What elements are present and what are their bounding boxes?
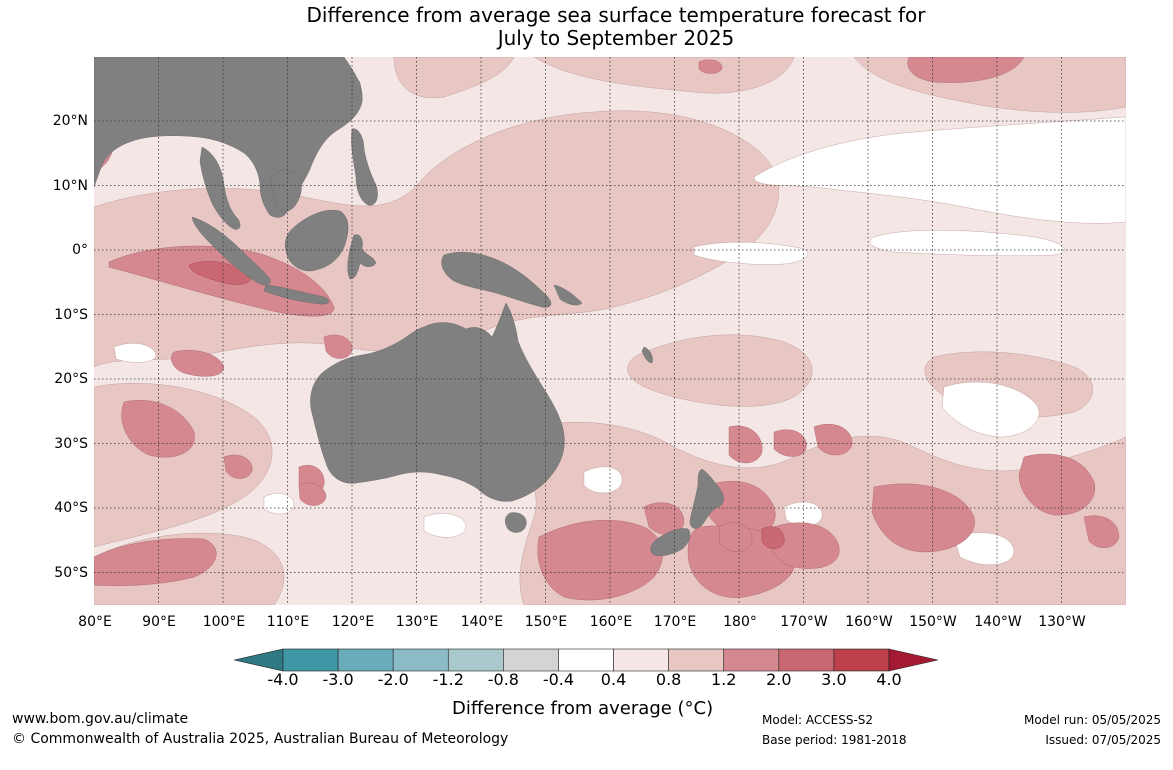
land-sulawesi [347,234,377,280]
colorbar-segment [833,648,890,672]
lat-label-30s: 30°S [54,436,88,452]
lat-label-20s: 20°S [54,371,88,387]
colorbar-segment [503,648,559,672]
lon-label-140e: 140°E [460,614,504,630]
lat-label-0: 0° [72,242,88,258]
map-title: Difference from average sea surface temp… [0,4,1173,50]
colorbar-segment [392,648,449,672]
map-title-line1: Difference from average sea surface temp… [306,3,926,27]
anomaly-band-2.0-3.0 [188,261,785,549]
colorbar-tick-label: -0.4 [542,670,575,689]
lon-label-100e: 100°E [202,614,246,630]
colorbar-tick-label: -1.2 [432,670,464,689]
footer-model-run: Model run: 05/05/2025 [1023,713,1161,727]
footer-copyright: © Commonwealth of Australia 2025, Austra… [12,731,509,747]
land-malay-peninsula [199,146,241,230]
colorbar-extend-high [888,648,939,672]
lon-label-120e: 120°E [331,614,375,630]
land-new-guinea [441,252,552,308]
lon-label-80e: 80°E [78,614,112,630]
lon-label-150e: 150°E [524,614,568,630]
footer-website[interactable]: www.bom.gov.au/climate [12,711,189,727]
land-sumatra [191,216,271,286]
land-indochina [269,169,302,212]
colorbar-segment [613,648,669,672]
colorbar-title: Difference from average (°C) [452,698,714,719]
anomaly-band-1.2-2.0 [94,57,1120,601]
colorbar-tick-label: 0.4 [600,670,627,689]
sst-anomaly-map [94,57,1126,605]
colorbar-segment [558,648,614,672]
colorbar-tick-label: -2.0 [377,670,409,689]
colorbar-tick-label: 2.0 [766,670,792,689]
colorbar-tick-label: -0.8 [487,670,519,689]
land-borneo [284,209,349,272]
land-tasmania [505,512,527,533]
lon-label-170e: 170°E [653,614,697,630]
footer-model: Model: ACCESS-S2 [762,713,874,727]
land-solomon-islands [553,284,583,306]
land-java [263,284,330,305]
colorbar-tick-label: 0.8 [655,670,682,689]
land-philippines [351,128,378,206]
land-new-zealand-north [689,468,724,529]
land-new-caledonia [641,346,653,364]
land-new-zealand-south [650,528,691,556]
colorbar-tick-label: 4.0 [876,670,902,689]
land-australia [310,302,565,502]
lon-label-180: 180° [723,614,757,630]
colorbar-segment [337,648,394,672]
colorbar-segment [778,648,835,672]
colorbar-segment [282,648,339,672]
graticule [94,57,1126,605]
lat-label-10s: 10°S [54,307,88,323]
footer-issued: Issued: 07/05/2025 [1045,733,1161,747]
colorbar-segment [723,648,780,672]
lon-label-110e: 110°E [266,614,310,630]
colorbar-segment [447,648,504,672]
colorbar-segment [668,648,725,672]
colorbar-extend-low [233,648,284,672]
map-canvas [94,57,1126,605]
anomaly-band-near-average [113,116,1126,565]
lon-label-170w: 170°W [780,614,828,630]
lat-label-40s: 40°S [54,500,88,516]
map-title-line2: July to September 2025 [497,26,735,50]
land-masses [94,57,724,556]
lat-label-50s: 50°S [54,565,88,581]
lat-label-20n: 20°N [52,113,88,129]
lon-label-160e: 160°E [589,614,633,630]
lon-label-160w: 160°W [845,614,893,630]
colorbar [233,645,939,675]
colorbar-tick-label: -4.0 [267,670,299,689]
lon-label-90e: 90°E [142,614,176,630]
colorbar-tick-label: -3.0 [322,670,354,689]
colorbar-tick-label: 1.2 [710,670,737,689]
lon-label-150w: 150°W [909,614,957,630]
lon-label-130w: 130°W [1038,614,1086,630]
colorbar-graphic [233,648,939,672]
lon-label-130e: 130°E [395,614,439,630]
land-taiwan [351,78,361,97]
footer-base-period: Base period: 1981-2018 [762,733,907,747]
colorbar-tick-label: 3.0 [821,670,847,689]
lon-label-140w: 140°W [974,614,1022,630]
lat-label-10n: 10°N [52,178,88,194]
